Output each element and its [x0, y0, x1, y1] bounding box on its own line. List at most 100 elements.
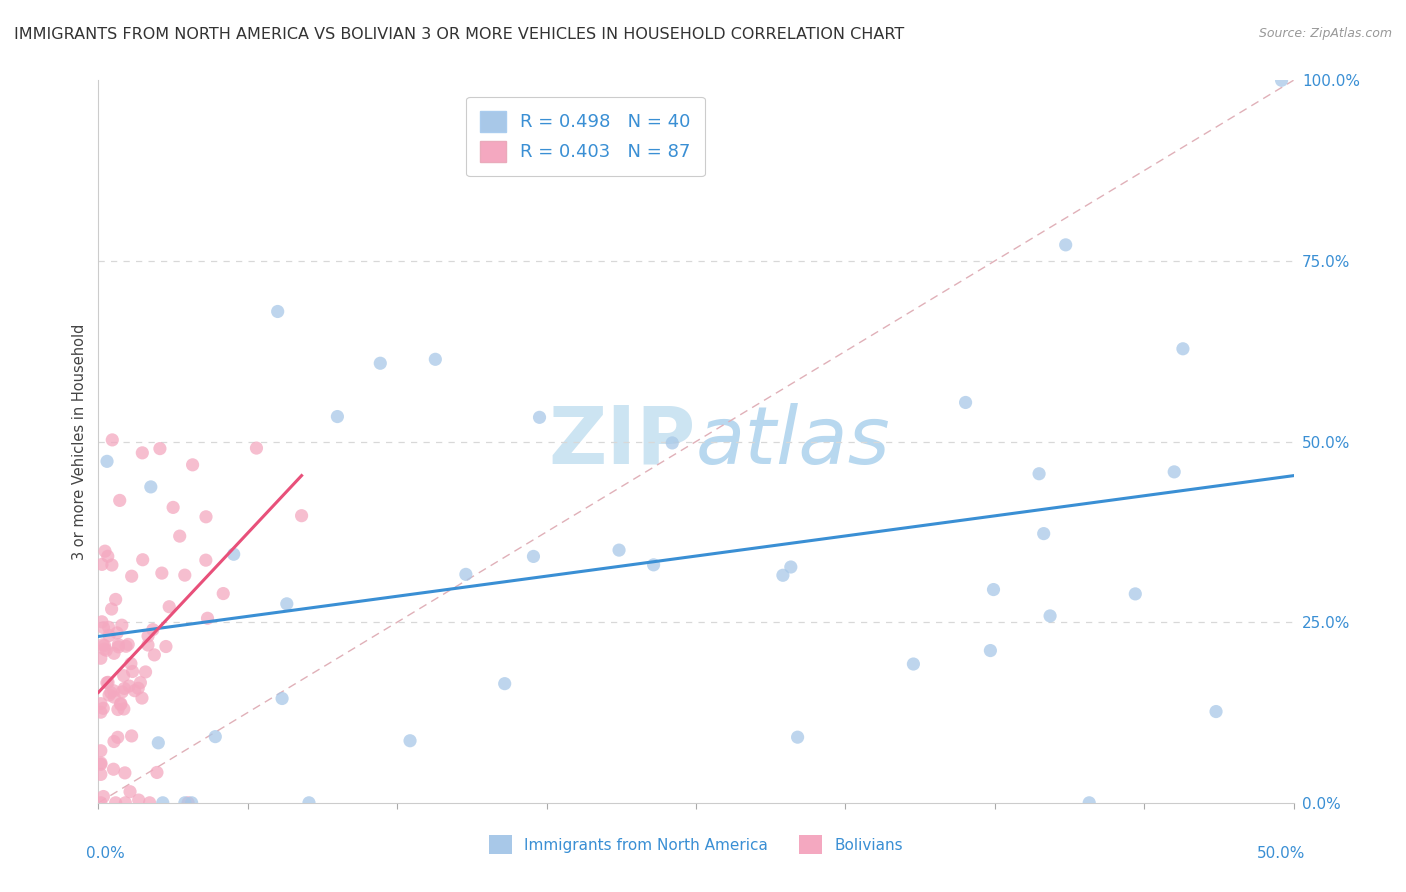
Point [101, 558, 124, 572]
Point [121, 569, 143, 583]
Point [105, 626, 128, 640]
Point [100, 685, 122, 699]
Point [90, 705, 112, 719]
Point [143, 648, 166, 662]
Point [1123, 587, 1146, 601]
Point [454, 567, 477, 582]
Point [128, 793, 150, 807]
Point [104, 796, 127, 810]
Point [326, 409, 349, 424]
Point [173, 796, 195, 810]
Point [173, 568, 195, 582]
Point [1271, 73, 1294, 87]
Point [90, 615, 112, 629]
Point [110, 697, 132, 711]
Point [643, 558, 665, 572]
Point [120, 657, 142, 671]
Point [118, 785, 141, 799]
Point [90, 744, 112, 758]
Point [162, 500, 184, 515]
Point [194, 553, 217, 567]
Point [96, 675, 118, 690]
Text: Source: ZipAtlas.com: Source: ZipAtlas.com [1258, 27, 1392, 40]
Point [107, 731, 129, 745]
Point [148, 736, 170, 750]
Point [1078, 796, 1101, 810]
Point [131, 553, 153, 567]
Point [112, 681, 135, 696]
Text: atlas: atlas [696, 402, 891, 481]
Point [425, 352, 447, 367]
Point [121, 665, 143, 679]
Point [149, 442, 172, 456]
Point [97, 675, 120, 690]
Point [245, 441, 267, 455]
Point [129, 675, 152, 690]
Point [97, 620, 120, 634]
Point [124, 683, 146, 698]
Point [98, 688, 121, 702]
Point [91, 558, 114, 572]
Point [103, 683, 125, 698]
Point [111, 685, 134, 699]
Point [136, 629, 159, 643]
Point [103, 646, 125, 660]
Point [114, 765, 136, 780]
Point [150, 566, 173, 580]
Point [117, 637, 139, 651]
Point [983, 582, 1005, 597]
Point [607, 543, 630, 558]
Point [291, 508, 314, 523]
Point [1039, 608, 1062, 623]
Point [96, 454, 118, 468]
Point [96, 643, 118, 657]
Point [103, 690, 125, 705]
Point [127, 681, 149, 696]
Point [146, 765, 169, 780]
Point [399, 733, 422, 747]
Point [107, 702, 129, 716]
Point [522, 549, 544, 564]
Point [177, 796, 200, 810]
Text: ZIP: ZIP [548, 402, 696, 481]
Point [276, 597, 298, 611]
Text: 0.0%: 0.0% [87, 847, 125, 861]
Point [142, 623, 165, 637]
Point [91, 701, 114, 715]
Point [100, 602, 122, 616]
Point [494, 676, 516, 690]
Point [197, 611, 219, 625]
Point [1171, 342, 1194, 356]
Point [368, 356, 391, 370]
Point [786, 730, 808, 744]
Point [115, 640, 138, 654]
Point [1028, 467, 1050, 481]
Point [903, 657, 925, 671]
Y-axis label: 3 or more Vehicles in Household: 3 or more Vehicles in Household [72, 324, 87, 559]
Point [1205, 705, 1227, 719]
Point [98, 628, 121, 642]
Point [110, 698, 132, 712]
Point [90, 767, 112, 781]
Point [195, 509, 218, 524]
Point [955, 395, 977, 409]
Point [139, 480, 162, 494]
Point [91, 638, 114, 652]
Point [180, 796, 202, 810]
Text: 50.0%: 50.0% [1257, 847, 1306, 861]
Point [118, 679, 141, 693]
Point [138, 796, 160, 810]
Point [121, 729, 143, 743]
Point [90, 651, 112, 665]
Point [135, 665, 157, 679]
Point [114, 796, 136, 810]
Point [772, 568, 794, 582]
Point [1163, 465, 1185, 479]
Point [222, 547, 245, 561]
Point [101, 433, 124, 447]
Point [93, 642, 115, 657]
Point [131, 691, 153, 706]
Text: IMMIGRANTS FROM NORTH AMERICA VS BOLIVIAN 3 OR MORE VEHICLES IN HOUSEHOLD CORREL: IMMIGRANTS FROM NORTH AMERICA VS BOLIVIA… [14, 27, 904, 42]
Point [979, 643, 1001, 657]
Point [94, 544, 117, 558]
